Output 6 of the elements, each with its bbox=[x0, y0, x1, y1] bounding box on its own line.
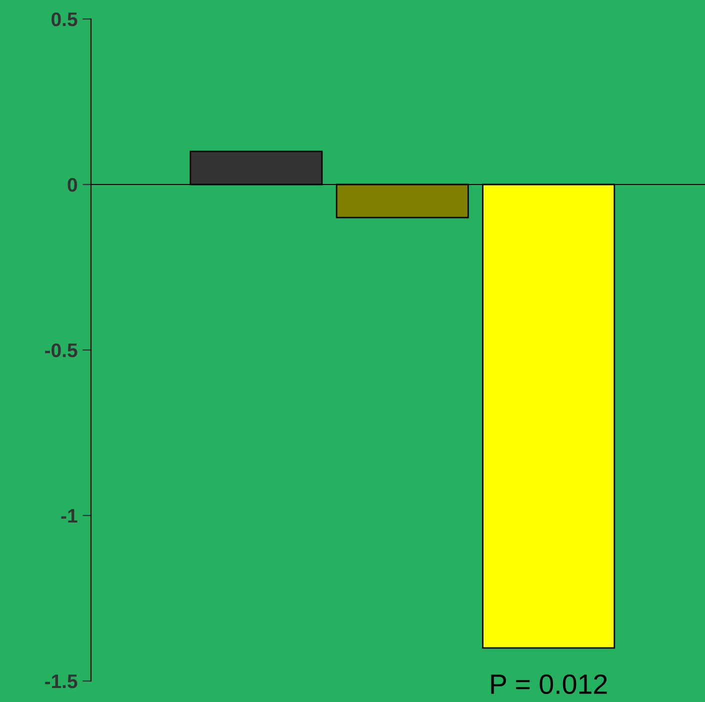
y-tick-label: -0.5 bbox=[45, 343, 78, 358]
annotation: P = 0.012 bbox=[491, 674, 607, 694]
y-tick-label: 0.5 bbox=[52, 12, 78, 26]
y-tick-label: -1.5 bbox=[45, 674, 78, 688]
y-tick-label: -1 bbox=[61, 509, 78, 523]
y-tick-label: 0 bbox=[68, 178, 78, 192]
